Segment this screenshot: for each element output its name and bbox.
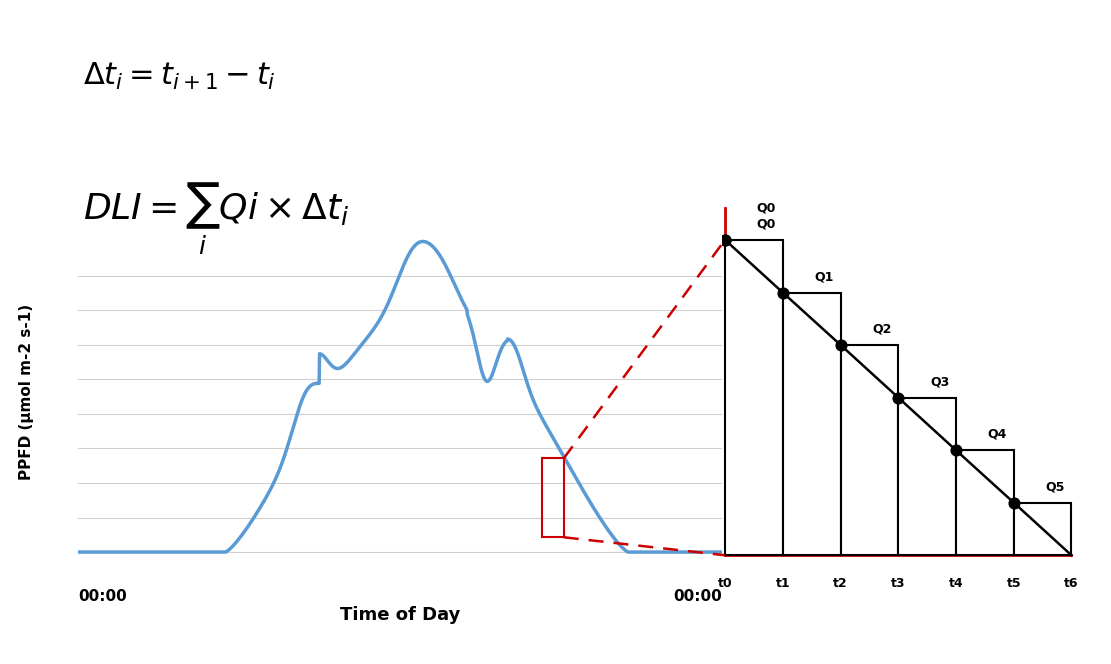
Text: Q2: Q2 xyxy=(872,323,892,335)
Text: $DLI = \sum_i Qi \times \Delta t_i$: $DLI = \sum_i Qi \times \Delta t_i$ xyxy=(82,181,349,257)
Text: Q1: Q1 xyxy=(814,270,834,283)
Text: 00:00: 00:00 xyxy=(673,588,722,604)
Text: Q5: Q5 xyxy=(1045,480,1064,493)
Text: 00:00: 00:00 xyxy=(78,588,127,604)
Bar xyxy=(1013,503,1071,555)
Text: t4: t4 xyxy=(949,577,963,590)
Text: t0: t0 xyxy=(718,577,732,590)
Text: t3: t3 xyxy=(891,577,905,590)
Point xyxy=(774,288,792,298)
Text: Q4: Q4 xyxy=(988,428,1007,441)
Point xyxy=(717,234,734,245)
Text: $\Delta t_i = t_{i+1} - t_i$: $\Delta t_i = t_{i+1} - t_i$ xyxy=(82,60,276,92)
Bar xyxy=(899,398,955,555)
Text: t6: t6 xyxy=(1064,577,1079,590)
Text: Time of Day: Time of Day xyxy=(340,606,460,624)
Bar xyxy=(542,458,563,537)
Text: Q0: Q0 xyxy=(757,217,777,230)
Text: Q0: Q0 xyxy=(757,202,777,214)
Point xyxy=(1004,497,1022,508)
Point xyxy=(890,392,908,403)
Text: Q3: Q3 xyxy=(930,375,949,388)
Point xyxy=(947,445,964,456)
Point xyxy=(832,339,850,350)
Bar xyxy=(955,450,1013,555)
Text: t5: t5 xyxy=(1007,577,1021,590)
Text: t2: t2 xyxy=(833,577,848,590)
Bar xyxy=(725,240,783,555)
Bar xyxy=(783,293,841,555)
Text: t1: t1 xyxy=(775,577,790,590)
Text: PPFD (μmol m-2 s-1): PPFD (μmol m-2 s-1) xyxy=(19,303,33,480)
Bar xyxy=(841,345,899,555)
Point xyxy=(717,234,734,245)
